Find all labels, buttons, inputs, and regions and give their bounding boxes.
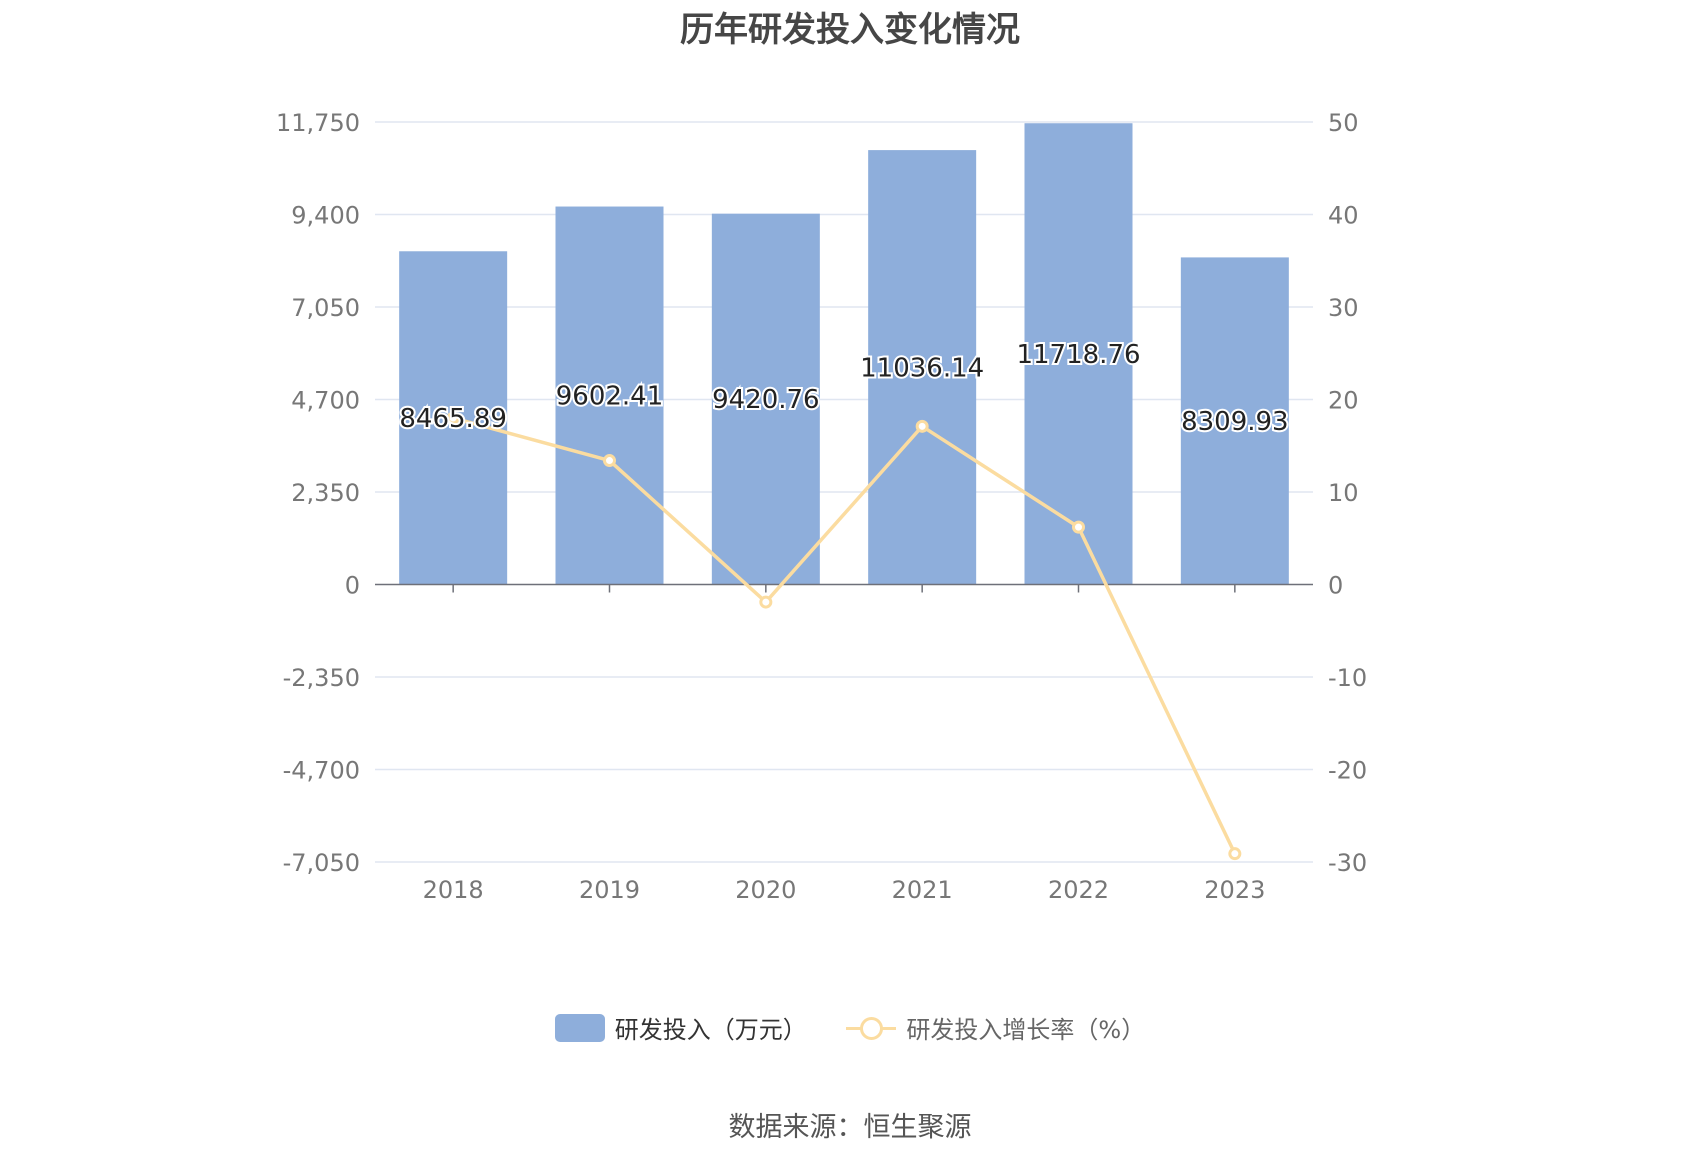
y-axis-left: 11,750 9,400 7,050 4,700 2,350 0 -2,350 -4,700 -… [276,109,360,877]
growth-point-2018 [446,411,460,425]
y-right-tick-label: -20 [1328,757,1367,785]
legend-bar-swatch [554,1013,605,1042]
y-left-tick-label: -7,050 [283,849,360,877]
y-right-tick-label: -30 [1328,849,1367,877]
y-left-tick-label: 4,700 [291,387,360,415]
data-source: 数据来源：恒生聚源 [728,1112,972,1143]
x-tick-label: 2018 [423,876,484,904]
bar-value-label: 8465.89 [399,404,507,434]
legend-line-label: 研发投入增长率（%） [906,1016,1146,1044]
legend-bar-label: 研发投入（万元） [614,1016,807,1044]
y-left-tick-label: -4,700 [283,757,360,785]
growth-point-2023 [1228,847,1242,861]
y-left-tick-label: 11,750 [276,109,360,137]
bar-value-label: 11036.14 [860,353,984,383]
y-right-tick-label: 10 [1328,479,1359,507]
bar-value-label: 11718.76 [1016,340,1140,370]
growth-point-2021 [915,419,929,433]
bar-2019 [555,206,664,585]
y-left-tick-label: 2,350 [291,479,360,507]
bar-2022 [1024,123,1133,585]
x-tick-label: 2023 [1204,876,1265,904]
y-axis-right: 50 40 30 20 10 0 -10 -20 -30 [1328,109,1367,877]
x-axis-ticks: 2018 2019 2020 2021 2022 2023 [423,876,1266,904]
bar-2023 [1180,257,1289,585]
y-right-tick-label: 20 [1328,387,1359,415]
bar-2021 [868,150,977,585]
x-tick-label: 2019 [579,876,640,904]
chart-title: 历年研发投入变化情况 [680,10,1020,50]
x-tick-label: 2022 [1048,876,1109,904]
y-right-tick-label: 50 [1328,109,1359,137]
bar-value-label: 9420.76 [712,385,820,415]
x-tick-label: 2021 [892,876,953,904]
legend: 研发投入（万元） 研发投入增长率（%） [0,1010,1700,1045]
growth-point-2019 [603,454,616,468]
bar-value-labels: 8465.89 9602.41 9420.76 11036.14 11718.76 830… [397,338,1290,439]
growth-point-2022 [1072,520,1085,534]
y-left-tick-label: 9,400 [291,202,360,230]
y-left-tick-label: 0 [345,572,360,600]
x-tick-label: 2020 [735,876,796,904]
bar-value-label: 8309.93 [1181,407,1289,437]
y-left-tick-label: -2,350 [283,664,360,692]
bar-2020 [711,213,820,585]
legend-item-line[interactable]: 研发投入增长率（%） [846,1010,1145,1045]
y-right-tick-label: 30 [1328,294,1359,322]
y-right-tick-label: 40 [1328,202,1359,230]
growth-point-2020 [759,595,773,609]
grid-lines [375,121,1313,863]
line-series [446,411,1242,861]
legend-line-swatch [846,1014,897,1042]
x-axis [375,583,1313,593]
bar-value-label: 9602.41 [556,382,664,412]
y-right-tick-label: -10 [1328,664,1367,692]
growth-line [452,416,1237,855]
chart-area: 8465.89 9602.41 9420.76 11036.14 11718.76 830… [276,109,1367,904]
y-right-tick-label: 0 [1328,572,1343,600]
legend-item-bar[interactable]: 研发投入（万元） [554,1010,807,1045]
y-left-tick-label: 7,050 [291,294,360,322]
